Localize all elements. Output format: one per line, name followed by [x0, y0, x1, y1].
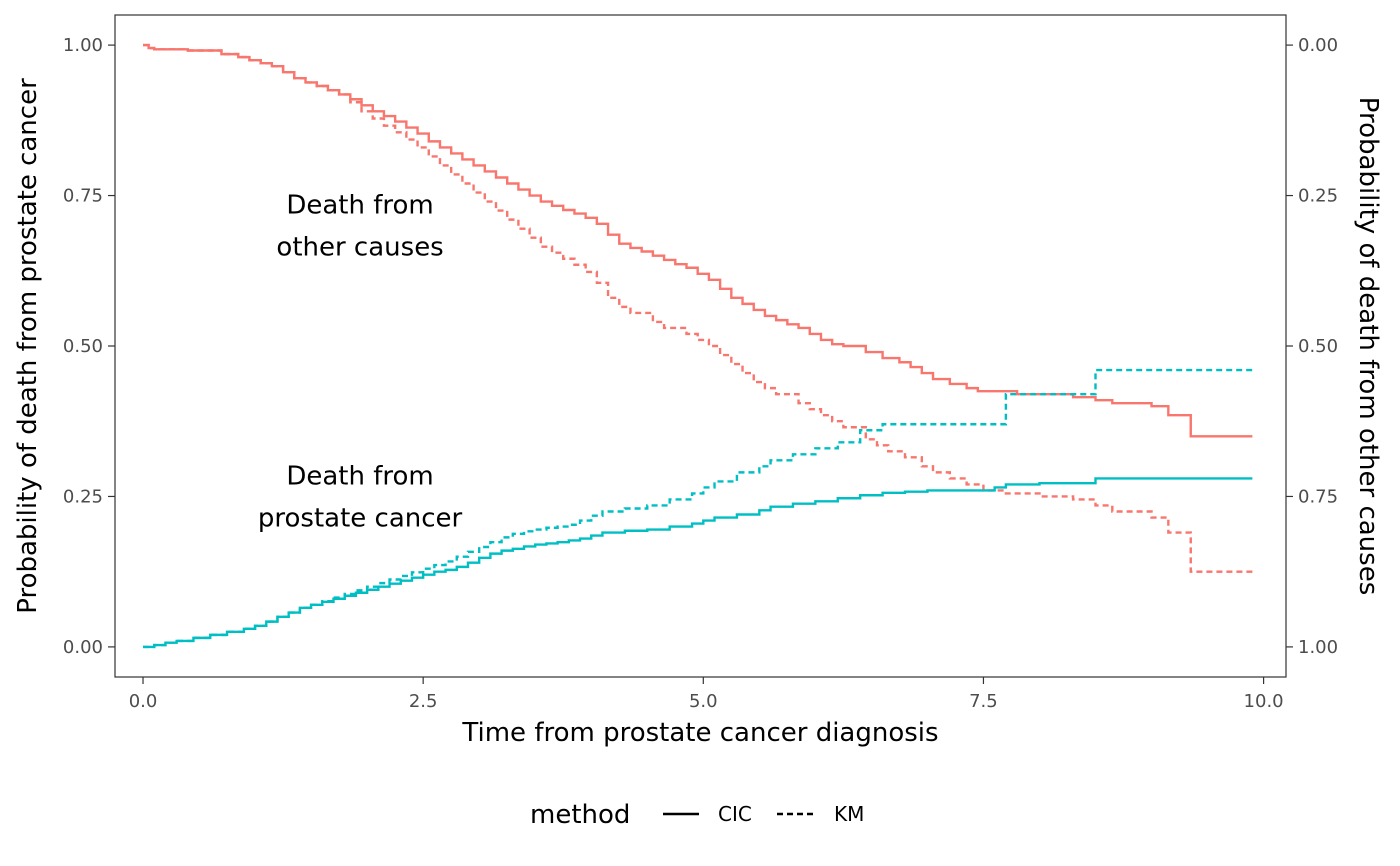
- legend-label-cic: CIC: [718, 802, 752, 826]
- series-line-other-causes-km: [143, 43, 1253, 573]
- y2-tick-label: 0.00: [1298, 35, 1338, 56]
- x-tick-label: 10.0: [1244, 691, 1284, 712]
- y-axis-title: Probability of death from prostate cance…: [13, 78, 43, 614]
- legend-label-km: KM: [834, 802, 864, 826]
- annotation-text: Death from: [286, 461, 433, 491]
- y-tick-label: 0.00: [63, 637, 103, 658]
- x-axis-title: Time from prostate cancer diagnosis: [461, 718, 938, 748]
- plot-content: [143, 43, 1253, 649]
- x-tick-label: 7.5: [969, 691, 998, 712]
- annotation-text: other causes: [276, 233, 443, 263]
- x-tick-label: 5.0: [689, 691, 718, 712]
- series-line-prostate-cancer-km: [143, 368, 1253, 649]
- annotation-text: prostate cancer: [258, 503, 463, 533]
- series-line-other-causes-cic: [143, 43, 1253, 438]
- y2-axis-title: Probability of death from other causes: [1353, 97, 1383, 596]
- annotations: Death from other causes Death from prostate…: [258, 191, 463, 534]
- x-tick-label: 0.0: [129, 691, 158, 712]
- x-tick-label: 2.5: [409, 691, 438, 712]
- annotation-text: Death from: [286, 191, 433, 221]
- y-tick-label: 0.25: [63, 486, 103, 507]
- legend: method CIC KM: [530, 800, 864, 830]
- y2-tick-label: 0.25: [1298, 186, 1338, 207]
- y-tick-label: 1.00: [63, 35, 103, 56]
- y2-tick-label: 0.75: [1298, 486, 1338, 507]
- y2-tick-label: 0.50: [1298, 336, 1338, 357]
- axes: 0.0 2.5 5.0 7.5 10.0 0.00 1.00 0.25 0.75 0.50 0.50…: [63, 35, 1338, 712]
- y-tick-label: 0.75: [63, 186, 103, 207]
- y-tick-label: 0.50: [63, 336, 103, 357]
- legend-title: method: [530, 800, 630, 830]
- y2-tick-label: 1.00: [1298, 637, 1338, 658]
